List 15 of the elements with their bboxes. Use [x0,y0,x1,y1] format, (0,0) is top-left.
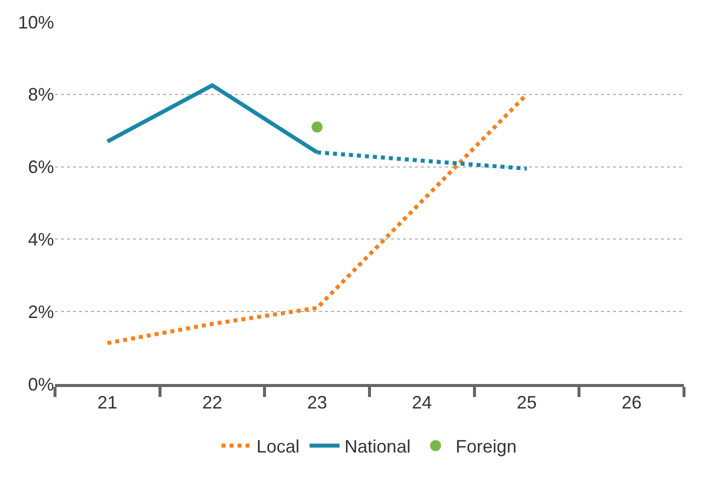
y-tick-label: 8% [28,84,54,105]
x-tick-label: 22 [202,392,222,413]
legend-label: Local [256,436,300,457]
y-tick-label: 2% [28,302,54,322]
y-tick-label: 0% [28,374,54,394]
x-tick-label: 25 [516,392,537,413]
y-tick-label: 10% [18,12,54,32]
y-tick-label: 6% [28,157,54,178]
x-tick-label: 23 [307,392,328,413]
legend-label: National [344,436,411,457]
y-tick-label: 4% [28,230,54,250]
x-tick-label: 26 [622,392,642,413]
x-tick-label: 21 [97,392,118,413]
x-tick-label: 24 [412,392,432,413]
legend-label: Foreign [456,436,517,457]
